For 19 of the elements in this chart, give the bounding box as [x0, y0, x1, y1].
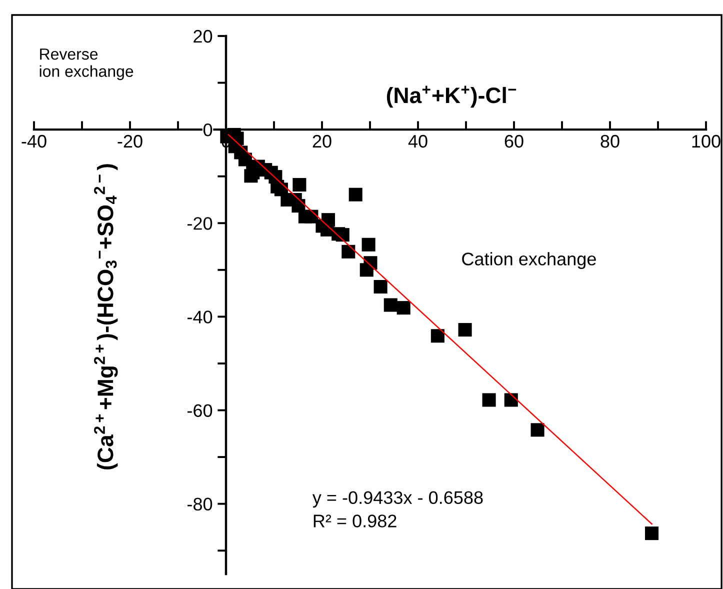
annotation: Cation exchange: [462, 252, 596, 269]
y-tick-label: 0: [203, 124, 212, 136]
x-tick-label: 80: [600, 134, 620, 148]
text: (Ca$^{2+}$+Mg$^{2+}$)-(HCO$_{3}$$^{−}$+SO$_{4}$$^{2−}$): [94, 164, 118, 470]
y-tick-label: -60: [188, 404, 212, 417]
y-tick-label: 20: [194, 30, 212, 43]
x-axis-title: (Na$^{+}$+K$^{+}$)-Cl$^{−}$: [386, 86, 516, 108]
x-tick-label: 100: [692, 134, 720, 148]
x-tick-label: -20: [118, 134, 142, 148]
y-tick-label: -40: [188, 310, 212, 324]
x-tick-label: 40: [408, 134, 428, 148]
y-tick-label: -20: [188, 217, 212, 230]
x-tick-label: 20: [312, 134, 332, 148]
annotation: R² = 0.982: [314, 514, 396, 528]
x-tick-label: -40: [22, 134, 46, 148]
x-tick-label: 60: [504, 134, 524, 148]
y-tick-label: -80: [188, 498, 212, 511]
annotation: y = -0.9433x - 0.6588: [312, 491, 483, 508]
annotation: Reverse ion exchange: [40, 48, 134, 80]
